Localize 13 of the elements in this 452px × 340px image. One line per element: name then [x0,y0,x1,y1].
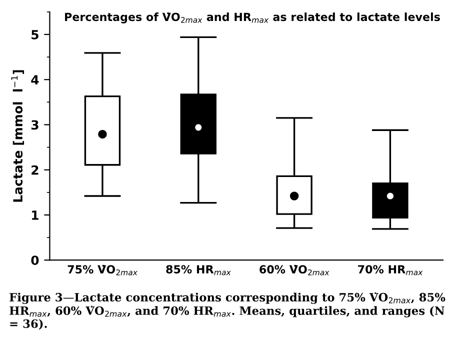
text: Figure 3—Lactate concentrations corresponding to 75% V̇O$_{2max}$, 85% HR$_{max}$, 60% V̇O$_{2max}$, and 70% HR$_{max}$. Means, quartiles, and ranges (N = 36). [10,292,446,330]
x-tick-label: 75% V̇O$_{2max}$ [68,264,138,276]
x-tick-label: 60% V̇O$_{2max}$ [260,264,330,276]
y-tick-label: 0 [31,256,39,266]
y-tick-label: 2 [32,165,38,175]
y-tick-label: 1 [32,210,38,220]
y-tick-label: 3 [31,120,38,130]
x-tick-label: 85% HR$_{max}$ [166,265,231,276]
y-tick-label: 4 [31,75,39,84]
y-tick-label: 5 [32,30,38,40]
y-axis-title: Lactate [mmol l$^{−1}$] [11,70,24,202]
chart-title: Percentages of V̇O$_{2max}$ and HR$_{max}$ as related to lactate levels [65,12,440,24]
x-tick-label: 70% HR$_{max}$ [358,265,423,276]
